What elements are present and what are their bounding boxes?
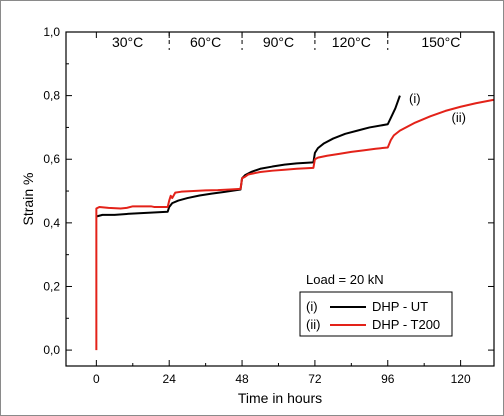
x-axis-title: Time in hours xyxy=(238,390,322,406)
x-tick-label: 0 xyxy=(93,372,100,386)
x-tick-label: 72 xyxy=(308,372,322,386)
y-axis-title: Strain % xyxy=(20,173,36,226)
series-lines xyxy=(95,95,495,351)
series-line-i xyxy=(96,95,401,218)
temperature-stage-label: 60°C xyxy=(190,34,221,50)
y-tick-label: 0,6 xyxy=(43,152,60,166)
x-tick-label: 96 xyxy=(381,372,395,386)
x-tick-label: 24 xyxy=(163,372,177,386)
load-label: Load = 20 kN xyxy=(306,272,384,287)
series-ii-annotation: (ii) xyxy=(452,110,466,125)
temperature-stage-label: 150°C xyxy=(421,34,460,50)
y-axis-ticks: 0,0 0,2 0,4 0,6 0,8 1,0 xyxy=(43,25,494,357)
temperature-stage-label: 30°C xyxy=(112,34,143,50)
legend-label-ii: DHP - T200 xyxy=(372,317,440,332)
legend-tag-i: (i) xyxy=(306,299,318,314)
x-tick-label: 120 xyxy=(451,372,471,386)
legend-box xyxy=(299,291,453,337)
temperature-stage-label: 120°C xyxy=(332,34,371,50)
y-tick-label: 0,4 xyxy=(43,216,60,230)
legend-label-i: DHP - UT xyxy=(372,299,428,314)
legend-tag-ii: (ii) xyxy=(306,317,320,332)
y-tick-label: 0,2 xyxy=(43,279,60,293)
series-line-ii xyxy=(95,98,495,351)
legend: (i) DHP - UT (ii) DHP - T200 xyxy=(299,291,453,337)
temperature-stage-labels: 30°C 60°C 90°C 120°C 150°C xyxy=(112,34,460,50)
y-tick-label: 0,0 xyxy=(43,343,60,357)
series-i-annotation: (i) xyxy=(409,91,421,106)
temperature-stage-label: 90°C xyxy=(263,34,294,50)
plot-area-border xyxy=(65,31,495,367)
y-tick-label: 1,0 xyxy=(43,25,60,39)
y-tick-label: 0,8 xyxy=(43,89,60,103)
x-tick-label: 48 xyxy=(235,372,249,386)
x-axis-ticks: 0 24 48 72 96 120 xyxy=(93,32,471,386)
